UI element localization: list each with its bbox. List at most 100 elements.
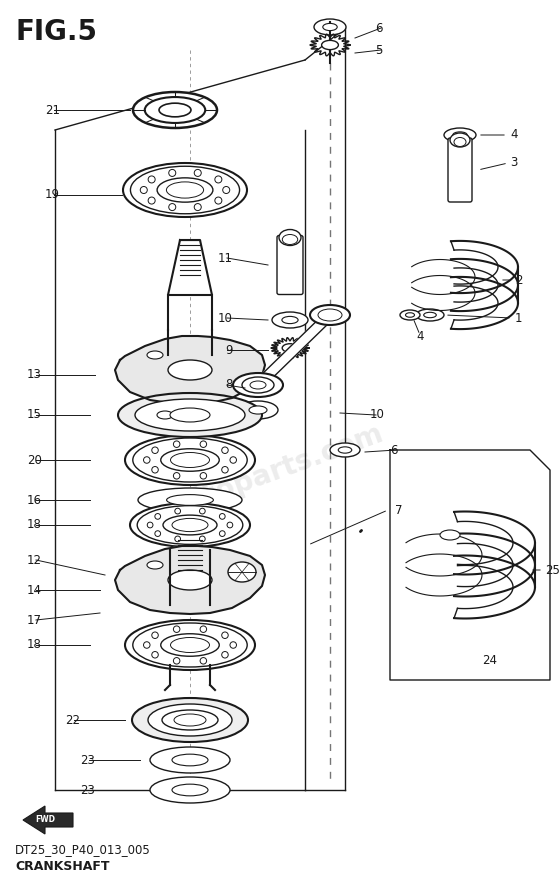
Text: 14: 14 [27, 584, 42, 596]
Circle shape [152, 651, 158, 658]
Ellipse shape [137, 505, 243, 544]
Ellipse shape [242, 377, 274, 393]
Text: 21: 21 [45, 103, 60, 117]
Circle shape [169, 169, 176, 176]
Ellipse shape [150, 777, 230, 803]
Ellipse shape [338, 447, 352, 454]
Ellipse shape [282, 234, 298, 244]
Text: 9: 9 [226, 344, 233, 356]
Text: 4: 4 [510, 128, 517, 142]
Ellipse shape [144, 97, 205, 123]
Circle shape [222, 447, 228, 454]
Text: 3: 3 [510, 157, 517, 169]
Text: CRANKSHAFT: CRANKSHAFT [15, 860, 110, 873]
Ellipse shape [170, 637, 209, 652]
FancyBboxPatch shape [277, 235, 303, 295]
Text: 10: 10 [218, 312, 233, 324]
Ellipse shape [416, 309, 444, 321]
Ellipse shape [168, 360, 212, 380]
Circle shape [215, 197, 222, 204]
Ellipse shape [228, 562, 256, 582]
Circle shape [143, 642, 150, 649]
Circle shape [220, 513, 225, 519]
Ellipse shape [138, 488, 242, 512]
Ellipse shape [162, 710, 218, 730]
Ellipse shape [133, 92, 217, 128]
Text: 10: 10 [370, 408, 385, 421]
Ellipse shape [424, 313, 436, 318]
Ellipse shape [170, 453, 209, 468]
Ellipse shape [321, 40, 338, 50]
Circle shape [200, 472, 207, 479]
Ellipse shape [279, 230, 301, 246]
Text: 4: 4 [416, 331, 424, 344]
Ellipse shape [161, 634, 220, 657]
Circle shape [200, 658, 207, 664]
Text: 20: 20 [27, 454, 42, 467]
Ellipse shape [310, 305, 350, 325]
Circle shape [222, 651, 228, 658]
Circle shape [175, 536, 180, 542]
Ellipse shape [159, 103, 191, 117]
Ellipse shape [444, 128, 476, 142]
Circle shape [222, 632, 228, 639]
Circle shape [148, 197, 155, 204]
Ellipse shape [450, 133, 470, 147]
Text: 13: 13 [27, 369, 42, 381]
Circle shape [152, 447, 158, 454]
Circle shape [220, 531, 225, 536]
Ellipse shape [250, 381, 266, 389]
Ellipse shape [133, 623, 247, 667]
Ellipse shape [282, 316, 298, 323]
Text: 15: 15 [27, 408, 42, 421]
Circle shape [222, 467, 228, 473]
Circle shape [155, 513, 161, 519]
Ellipse shape [318, 309, 342, 321]
Circle shape [140, 186, 147, 193]
Ellipse shape [170, 408, 210, 422]
Circle shape [199, 508, 205, 514]
Ellipse shape [157, 411, 173, 419]
Polygon shape [115, 546, 265, 614]
Ellipse shape [323, 23, 337, 30]
Circle shape [152, 632, 158, 639]
Ellipse shape [125, 620, 255, 670]
Text: 7: 7 [395, 503, 403, 517]
Circle shape [175, 508, 180, 514]
Text: 18: 18 [27, 519, 42, 532]
Ellipse shape [168, 570, 212, 590]
Ellipse shape [123, 163, 247, 217]
Circle shape [230, 642, 236, 649]
Ellipse shape [454, 137, 466, 146]
Circle shape [174, 472, 180, 479]
Ellipse shape [400, 310, 420, 320]
Ellipse shape [172, 754, 208, 766]
Ellipse shape [440, 530, 460, 540]
Ellipse shape [174, 714, 206, 726]
Circle shape [147, 522, 153, 527]
Text: altoparts.com: altoparts.com [173, 420, 387, 520]
Ellipse shape [249, 406, 267, 414]
Ellipse shape [147, 561, 163, 569]
Circle shape [174, 658, 180, 664]
Ellipse shape [405, 313, 414, 317]
Circle shape [200, 626, 207, 633]
Circle shape [155, 531, 161, 536]
Circle shape [194, 169, 201, 176]
Text: 25: 25 [545, 563, 560, 576]
Circle shape [199, 536, 205, 542]
Ellipse shape [314, 19, 346, 35]
Circle shape [230, 457, 236, 463]
Ellipse shape [148, 704, 232, 736]
Text: 5: 5 [375, 44, 382, 56]
Ellipse shape [133, 438, 247, 482]
Text: 23: 23 [80, 754, 95, 766]
Text: 23: 23 [80, 783, 95, 797]
Ellipse shape [453, 132, 467, 138]
Text: 17: 17 [27, 614, 42, 626]
Ellipse shape [150, 747, 230, 773]
Text: 24: 24 [483, 653, 497, 666]
Circle shape [174, 441, 180, 447]
Polygon shape [254, 312, 334, 388]
Text: 12: 12 [27, 553, 42, 567]
